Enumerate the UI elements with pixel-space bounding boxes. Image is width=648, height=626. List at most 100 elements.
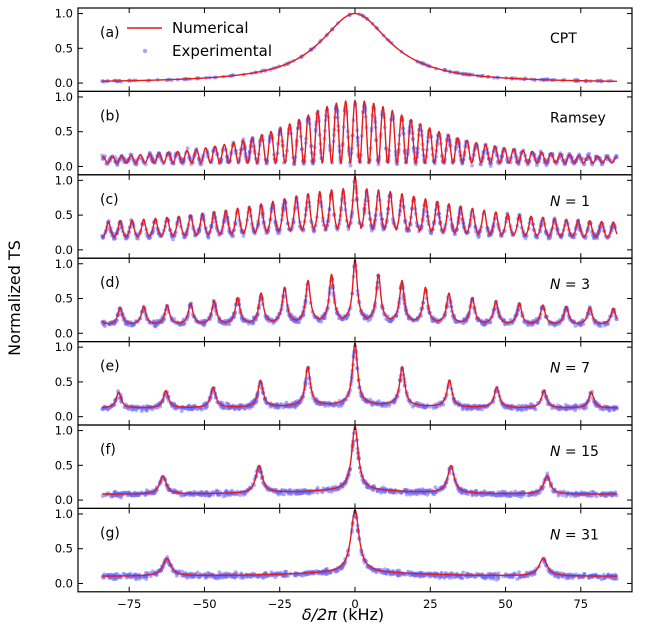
experimental-point [185,146,190,151]
panel-b: 0.0 0.5 1.0 (b) Ramsey [55,90,633,176]
y-tick-label: 0.5 [55,375,73,389]
annotation-symbol: N [550,444,561,460]
plot-area-b [100,99,619,169]
experimental-point [548,236,553,240]
panel-d: 0.00.51.0(d) N = 3 [55,257,633,343]
experimental-point [112,236,117,241]
panels: 0.00.51.0(a) CPTNumericalExperimental0.00… [55,7,633,611]
experimental-point [315,490,320,495]
plot-area-g [100,509,619,582]
experimental-point [581,162,586,167]
experimental-point [375,489,380,494]
experimental-point [238,493,243,497]
experimental-point [470,163,474,168]
panel-annotation-b: Ramsey [550,110,606,126]
experimental-point [246,321,251,326]
numerical-curve-f [102,425,617,495]
annotation-symbol: N [550,194,561,210]
experimental-point [508,494,513,498]
y-tick-label: 0.5 [55,41,73,55]
experimental-point [503,322,507,327]
legend: Numerical Experimental [127,19,272,60]
y-tick-label: 1.0 [55,424,73,438]
panel-c: 0.00.51.0(c) N = 1 [55,173,633,259]
experimental-point [410,404,415,409]
experimental-point [282,492,286,497]
experimental-point [331,403,336,408]
panel-label-d: (d) [100,275,120,291]
experimental-point [495,494,499,498]
y-tick-label: 0.5 [55,458,73,472]
panel-label-b: (b) [100,108,120,124]
experimental-point [569,493,573,498]
experimental-point [598,324,603,329]
legend-label-experimental: Experimental [172,42,272,60]
experimental-point [376,162,381,167]
experimental-point [601,407,606,412]
experimental-point [153,324,158,329]
numerical-curve-b [101,99,618,165]
y-tick-label: 0.0 [55,493,73,507]
numerical-curve-d [101,258,618,325]
experimental-point [230,234,234,238]
panel-annotation-d: N = 3 [550,277,590,293]
panel-label-a: (a) [100,25,120,41]
experimental-point [521,407,525,412]
experimental-point [479,162,483,167]
plot-area-a [100,12,617,84]
annotation-value: = 3 [560,277,590,293]
experimental-point [348,163,353,168]
experimental-point [535,321,540,325]
panel-label-c: (c) [100,192,119,208]
plot-area-f [100,425,619,500]
plot-area-d [100,258,619,329]
panel-annotation-e: N = 7 [550,361,590,377]
panel-frame-f [77,424,633,510]
numerical-curve-a [102,12,617,83]
experimental-point [573,324,578,328]
experimental-point [322,316,327,321]
x-axis-label-symbol: δ/2π [302,605,337,624]
experimental-point [315,485,320,490]
experimental-point [227,322,232,327]
experimental-point [503,406,508,410]
annotation-symbol: N [550,361,561,377]
y-tick-label: 0.0 [55,326,73,340]
legend-label-numerical: Numerical [172,19,249,37]
y-tick-label: 1.0 [55,90,73,104]
experimental-point [130,408,135,412]
experimental-point [556,407,561,412]
annotation-symbol: N [550,277,561,293]
numerical-curve-e [102,341,617,409]
experimental-point [587,151,592,156]
panel-label-e: (e) [100,359,120,375]
y-tick-label: 0.5 [55,125,73,139]
y-tick-label: 0.0 [55,159,73,173]
panel-f: 0.00.51.0(f) N = 15 [55,424,633,510]
experimental-point [594,494,599,499]
experimental-point [236,406,241,411]
experimental-point [292,162,297,167]
annotation-value: = 1 [560,194,590,210]
x-axis-label: δ/2π (kHz) [302,605,384,624]
y-tick-label: 0.0 [55,76,73,90]
experimental-point [123,236,128,241]
annotation-value: = 7 [560,361,590,377]
experimental-point [180,409,184,413]
y-axis-label: Normalized TS [5,240,24,356]
experimental-point [598,407,603,411]
experimental-point [206,236,211,240]
y-tick-label: 0.0 [55,410,73,424]
y-tick-label: 1.0 [55,340,73,354]
legend-marker-experimental [142,48,148,54]
experimental-point [476,235,481,240]
y-tick-label: 0.5 [55,292,73,306]
panel-label-f: (f) [100,442,116,458]
experimental-point [535,163,539,168]
y-tick-label: 1.0 [55,173,73,187]
experimental-point [453,232,457,237]
y-tick-label: 0.5 [55,208,73,222]
experimental-point [432,492,437,497]
panel-annotation-a: CPT [550,31,577,47]
